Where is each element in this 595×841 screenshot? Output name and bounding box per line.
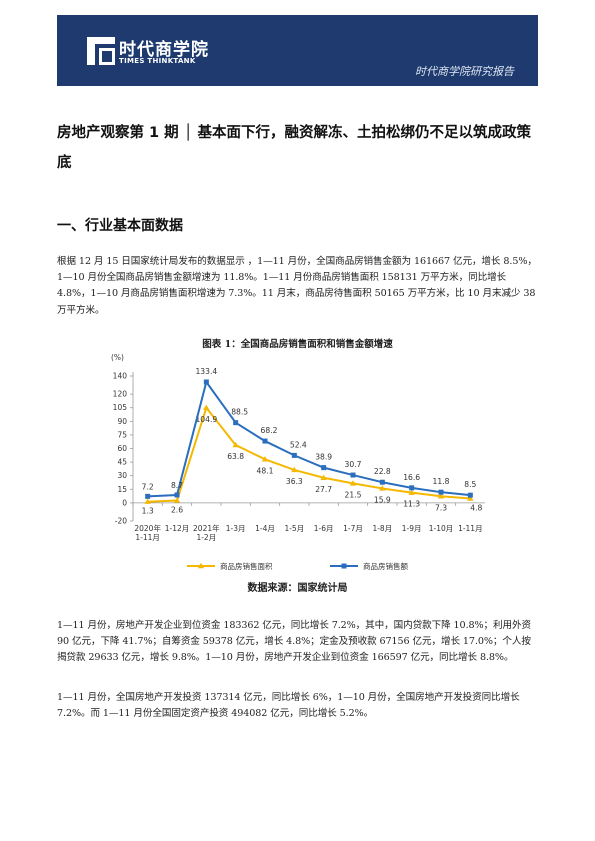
data-label: 22.8 — [374, 467, 391, 476]
y-tick-label: 140 — [113, 372, 128, 381]
y-tick-label: -20 — [115, 517, 127, 526]
x-tick-label: 1-10月 — [429, 524, 454, 533]
x-tick-label: 1-2月 — [196, 533, 216, 542]
figure-title: 图表 1：全国商品房销售面积和销售金额增速 — [202, 339, 393, 350]
data-label: 8.5 — [464, 480, 476, 489]
sales-growth-chart: (%)-2001530456075901051201402020年1-11月1-… — [111, 353, 485, 571]
y-tick-label: 15 — [117, 485, 127, 494]
y-tick-label: 45 — [117, 458, 127, 467]
series-point-area — [144, 498, 151, 504]
legend-label: 商品房销售额 — [363, 561, 408, 571]
data-label: 63.8 — [227, 452, 244, 461]
series-point-amount — [438, 489, 444, 495]
series-point-area — [467, 495, 474, 501]
data-label: 52.4 — [290, 440, 307, 449]
series-point-amount — [321, 465, 327, 471]
data-label: 21.5 — [345, 490, 362, 499]
report-title: 房地产观察第 1 期 │ 基本面下行，融资解冻、土拍松绑仍不足以筑成政策底 — [57, 125, 532, 171]
x-tick-label: 2020年 — [134, 523, 161, 533]
y-tick-label: 0 — [122, 498, 127, 507]
series-point-area — [349, 480, 357, 486]
data-label: 88.5 — [231, 408, 248, 417]
y-axis-label: (%) — [111, 353, 124, 362]
series-point-amount — [203, 379, 209, 385]
series-point-amount — [233, 420, 239, 426]
data-label: 11.8 — [433, 477, 450, 486]
data-label: 11.3 — [403, 500, 420, 509]
series-line-1 — [147, 379, 471, 498]
y-tick-label: 120 — [113, 390, 128, 399]
x-tick-label: 1-9月 — [402, 524, 422, 533]
y-tick-label: 90 — [117, 417, 127, 426]
data-label: 30.7 — [345, 460, 362, 469]
y-tick-label: 60 — [117, 444, 127, 453]
series-point-amount — [262, 438, 268, 444]
data-label: 16.6 — [403, 473, 420, 482]
series-point-area — [437, 493, 445, 499]
series-point-area — [379, 485, 386, 491]
header-banner: 时代商学院 TIMES THINKTANK 时代商学院研究报告 — [57, 15, 538, 86]
series-line-0 — [147, 405, 471, 503]
data-label: 8.7 — [171, 481, 183, 490]
series-point-amount — [291, 452, 297, 458]
report-tag: 时代商学院研究报告 — [415, 65, 514, 78]
x-tick-label: 1-3月 — [226, 524, 246, 533]
series-point-amount — [467, 492, 473, 498]
series-point-area — [173, 497, 181, 503]
data-label: 36.3 — [286, 477, 303, 486]
legend-marker — [341, 563, 347, 569]
brand-name-en: TIMES THINKTANK — [119, 57, 196, 65]
section-heading: 一、行业基本面数据 — [57, 218, 183, 234]
legend-marker — [197, 562, 205, 569]
data-label: 48.1 — [257, 466, 274, 475]
series-point-area — [320, 474, 327, 480]
data-label: 7.3 — [435, 503, 447, 512]
y-tick-label: 30 — [117, 471, 127, 480]
paragraph-funding: 1—11 月份，房地产开发企业到位资金 183362 亿元，同比增长 7.2%，… — [57, 620, 532, 664]
x-tick-label: 1-12月 — [165, 524, 190, 533]
series-point-amount — [409, 485, 415, 491]
paragraph-investment: 1—11 月份，全国房地产开发投资 137314 亿元，同比增长 6%，1—10… — [57, 692, 520, 720]
series-point-amount — [174, 492, 180, 498]
series-point-amount — [379, 479, 385, 485]
data-label: 68.2 — [261, 426, 278, 435]
x-tick-label: 1-5月 — [284, 524, 304, 533]
data-label: 104.9 — [195, 415, 217, 424]
paragraph-sales: 根据 12 月 15 日国家统计局发布的数据显示 ，1—11 月份，全国商品房销… — [57, 256, 537, 316]
y-tick-label: 75 — [117, 430, 127, 439]
figure-source: 数据来源：国家统计局 — [247, 583, 348, 594]
series-point-amount — [145, 493, 151, 499]
brand-name-cn: 时代商学院 — [119, 40, 209, 60]
series-point-area — [408, 489, 415, 495]
series-point-area — [232, 441, 239, 448]
data-label: 133.4 — [195, 367, 217, 376]
legend-label: 商品房销售面积 — [220, 561, 273, 571]
data-label: 4.8 — [470, 504, 482, 513]
brand-logo-icon — [87, 37, 115, 65]
data-label: 15.9 — [374, 495, 391, 504]
series-point-area — [203, 404, 210, 411]
x-tick-label: 2021年 — [193, 523, 220, 533]
data-label: 27.7 — [315, 485, 332, 494]
data-label: 1.3 — [142, 507, 154, 516]
x-tick-label: 1-8月 — [372, 524, 392, 533]
x-tick-label: 1-11月 — [458, 524, 483, 533]
x-tick-label: 1-6月 — [314, 524, 334, 533]
data-label: 7.2 — [142, 482, 154, 491]
x-tick-label: 1-11月 — [135, 533, 160, 542]
data-label: 38.9 — [315, 453, 332, 462]
y-tick-label: 105 — [113, 403, 128, 412]
series-point-area — [291, 466, 298, 473]
data-label: 2.6 — [171, 506, 183, 515]
x-tick-label: 1-7月 — [343, 524, 363, 533]
series-point-area — [261, 456, 269, 462]
series-point-amount — [350, 472, 356, 478]
x-tick-label: 1-4月 — [255, 524, 275, 533]
